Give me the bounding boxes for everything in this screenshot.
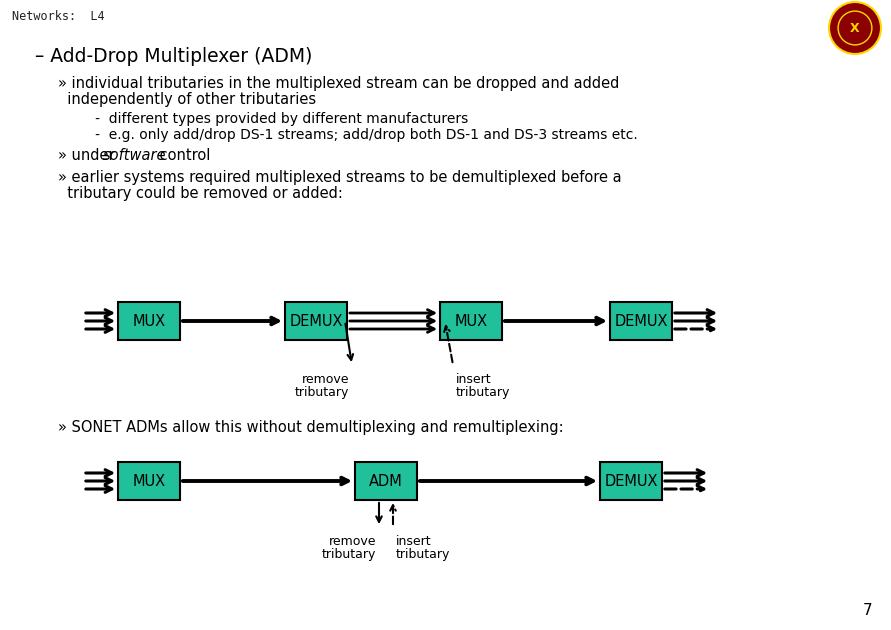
Text: » SONET ADMs allow this without demultiplexing and remultiplexing:: » SONET ADMs allow this without demultip… — [58, 420, 564, 435]
Bar — [600, 462, 662, 500]
Bar — [440, 302, 502, 340]
Text: tributary: tributary — [396, 548, 450, 561]
Text: tributary: tributary — [295, 386, 349, 399]
Text: remove: remove — [329, 535, 376, 548]
Bar — [285, 302, 347, 340]
Text: tributary: tributary — [322, 548, 376, 561]
Circle shape — [829, 2, 881, 54]
Text: remove: remove — [301, 373, 349, 386]
Text: insert: insert — [396, 535, 431, 548]
Text: insert: insert — [456, 373, 492, 386]
Bar — [355, 462, 417, 500]
Text: – Add-Drop Multiplexer (ADM): – Add-Drop Multiplexer (ADM) — [35, 47, 313, 66]
Text: 7: 7 — [862, 603, 872, 618]
Text: MUX: MUX — [133, 314, 166, 328]
Bar — [118, 462, 180, 500]
Text: DEMUX: DEMUX — [604, 474, 658, 488]
Text: » individual tributaries in the multiplexed stream can be dropped and added: » individual tributaries in the multiple… — [58, 76, 619, 91]
Bar — [610, 302, 672, 340]
Text: DEMUX: DEMUX — [290, 314, 343, 328]
Text: control: control — [155, 148, 210, 163]
Text: -  e.g. only add/drop DS-1 streams; add/drop both DS-1 and DS-3 streams etc.: - e.g. only add/drop DS-1 streams; add/d… — [82, 128, 638, 142]
Text: X: X — [850, 21, 860, 35]
Text: DEMUX: DEMUX — [614, 314, 667, 328]
Bar — [118, 302, 180, 340]
Text: -  different types provided by different manufacturers: - different types provided by different … — [82, 112, 469, 126]
Text: » under: » under — [58, 148, 119, 163]
Text: » earlier systems required multiplexed streams to be demultiplexed before a: » earlier systems required multiplexed s… — [58, 170, 622, 185]
Text: ADM: ADM — [369, 474, 403, 488]
Circle shape — [838, 11, 872, 45]
Text: independently of other tributaries: independently of other tributaries — [58, 92, 316, 107]
Text: MUX: MUX — [133, 474, 166, 488]
Text: tributary: tributary — [456, 386, 511, 399]
Text: MUX: MUX — [454, 314, 487, 328]
Text: tributary could be removed or added:: tributary could be removed or added: — [58, 186, 343, 201]
Text: software: software — [103, 148, 167, 163]
Text: Networks:  L4: Networks: L4 — [12, 10, 104, 23]
